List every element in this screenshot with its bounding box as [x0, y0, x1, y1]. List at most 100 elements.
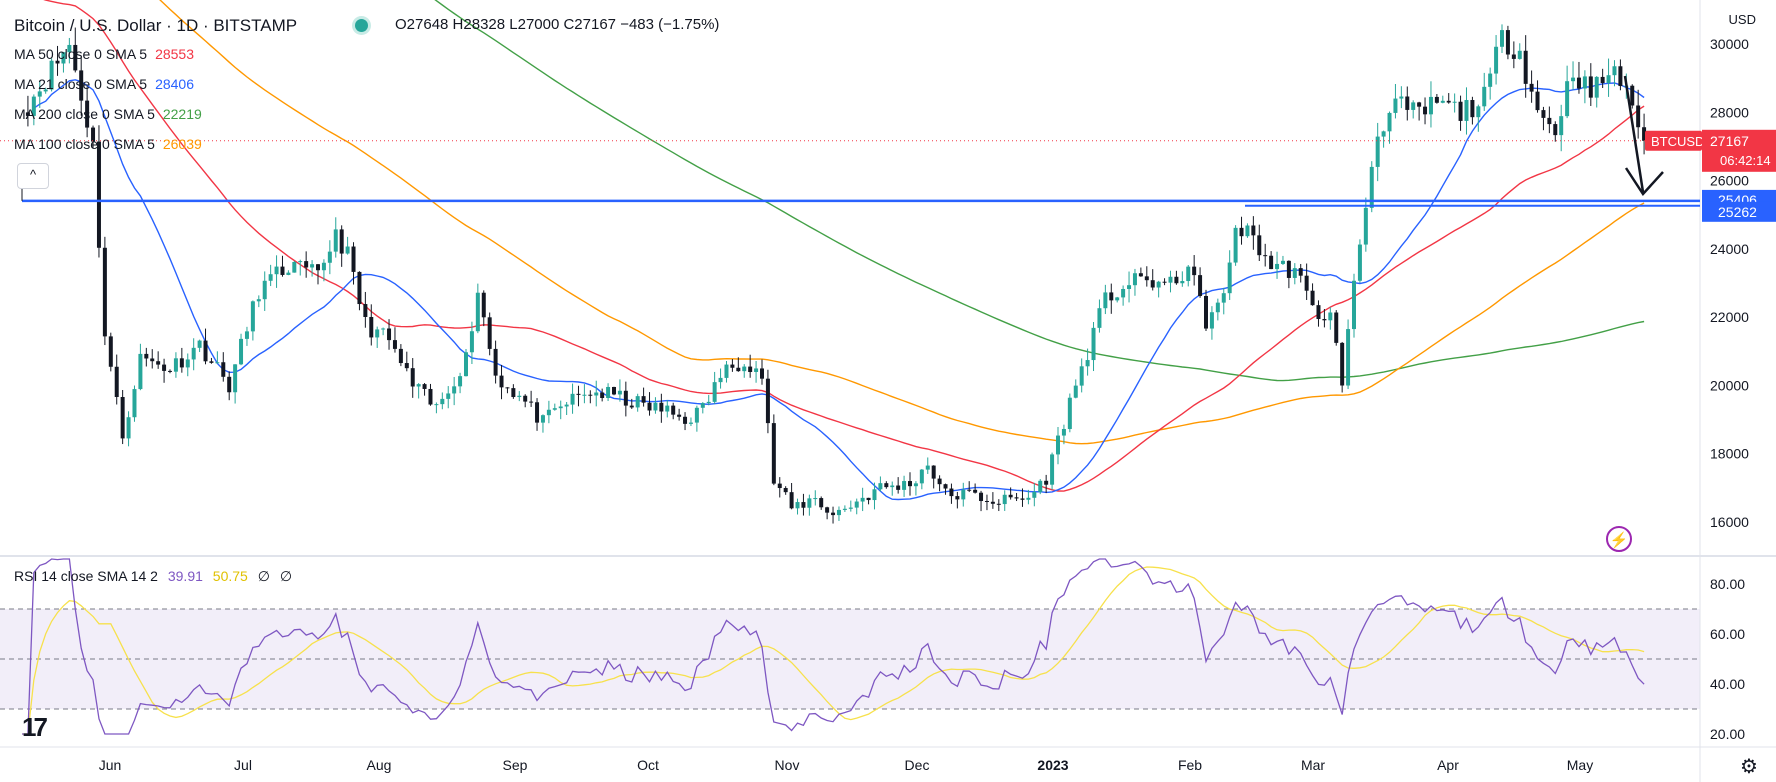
candle-body — [712, 382, 717, 402]
gear-icon[interactable]: ⚙ — [1740, 756, 1758, 778]
candle-body — [1263, 255, 1268, 257]
candle-body — [1221, 293, 1226, 303]
candle-body — [623, 390, 628, 406]
candle-body — [1174, 276, 1179, 284]
candle-body — [1115, 297, 1120, 301]
candle-body — [1381, 131, 1386, 137]
candle-body — [1298, 268, 1303, 276]
candle-body — [1346, 329, 1351, 386]
candle-body — [43, 89, 48, 92]
candle-body — [973, 489, 978, 493]
price-tick-label: 22000 — [1710, 309, 1749, 325]
candle-body — [967, 489, 972, 491]
legend-ma50[interactable]: MA 50 close 0 SMA 5 28553 — [14, 46, 194, 62]
candle-body — [937, 478, 942, 485]
candle-body — [1470, 100, 1475, 118]
candle-body — [1642, 127, 1647, 141]
legend-ma100[interactable]: MA 100 close 0 SMA 5 26039 — [14, 136, 202, 152]
candle-body — [1369, 166, 1374, 208]
candle-body — [1523, 50, 1528, 84]
candle-body — [1132, 273, 1137, 286]
candle-body — [392, 340, 397, 349]
candle-body — [1571, 77, 1576, 82]
candle-body — [540, 415, 545, 423]
candle-body — [1180, 281, 1185, 284]
candle-body — [1198, 275, 1203, 296]
price-tick-label: 30000 — [1710, 36, 1749, 52]
candle-body — [1085, 360, 1090, 367]
candle-body — [990, 501, 995, 504]
price-tick-label: 16000 — [1710, 514, 1749, 530]
candle-body — [665, 405, 670, 412]
candle-body — [1061, 428, 1066, 436]
candle-body — [120, 397, 125, 439]
candle-body — [1032, 491, 1037, 498]
candle-body — [1239, 227, 1244, 237]
candle-body — [1168, 276, 1173, 283]
candle-body — [363, 304, 368, 317]
candle-body — [1162, 281, 1167, 283]
candle-body — [718, 377, 723, 383]
down-arrow-annotation — [1623, 75, 1664, 197]
tradingview-logo-icon: 17 — [22, 712, 48, 742]
candle-body — [943, 484, 948, 489]
candle-body — [475, 292, 480, 332]
candle-body — [1363, 207, 1368, 245]
candle-body — [878, 483, 883, 490]
candle-body — [1091, 327, 1096, 361]
rsi-legend[interactable]: RSI 14 close SMA 14 2 39.91 50.75 ∅ ∅ — [14, 568, 298, 585]
legend-ma21[interactable]: MA 21 close 0 SMA 5 28406 — [14, 76, 194, 92]
candle-body — [1529, 83, 1534, 92]
collapse-legend-button[interactable]: ^ — [17, 163, 49, 189]
candle-body — [191, 347, 196, 360]
candle-body — [1440, 100, 1445, 103]
candle-body — [422, 384, 427, 389]
candle-body — [1482, 86, 1487, 107]
symbol-label-box — [1645, 130, 1702, 151]
support-levels[interactable] — [0, 140, 1700, 207]
chart-title[interactable]: Bitcoin / U.S. Dollar · 1D · BITSTAMP — [14, 16, 298, 35]
candle-body — [1233, 227, 1238, 263]
candle-body — [890, 485, 895, 488]
candle-body — [1227, 262, 1232, 294]
candle-body — [1600, 76, 1605, 84]
candle-body — [1257, 235, 1262, 256]
candle-body — [1186, 266, 1191, 282]
candle-body — [440, 398, 445, 405]
candle-body — [351, 246, 356, 272]
candle-body — [268, 274, 273, 281]
candle-body — [558, 406, 563, 409]
candle-body — [1458, 101, 1463, 121]
candle-body — [1559, 116, 1564, 136]
candle-body — [653, 402, 658, 411]
candle-body — [1387, 112, 1392, 132]
candle-body — [144, 353, 149, 359]
candle-body — [1405, 96, 1410, 110]
price-tick-label: 28000 — [1710, 104, 1749, 120]
legend-ma200[interactable]: MA 200 close 0 SMA 5 22219 — [14, 106, 202, 122]
candle-body — [807, 498, 812, 508]
candle-body — [428, 388, 433, 405]
candle-body — [203, 340, 208, 362]
candle-body — [1103, 292, 1108, 309]
candle-body — [1322, 319, 1327, 321]
legend-ma200-value: 22219 — [162, 106, 202, 122]
candle-body — [416, 384, 421, 387]
currency-selector[interactable]: USD — [1728, 12, 1756, 27]
ma50-line — [43, 0, 1645, 492]
candle-body — [996, 503, 1001, 505]
candle-body — [1500, 30, 1504, 47]
candle-body — [464, 352, 468, 377]
candle-body — [854, 501, 859, 508]
candle-body — [1067, 397, 1072, 429]
lightning-bolt-icon[interactable]: ⚡ — [1606, 526, 1632, 552]
candle-body — [754, 368, 759, 372]
candle-body — [1511, 54, 1516, 59]
candle-body — [1446, 100, 1451, 103]
candle-body — [150, 358, 155, 362]
candle-body — [1079, 366, 1084, 386]
candle-body — [185, 359, 190, 368]
candle-body — [724, 364, 729, 378]
axes[interactable]: 16000 18000 20000 22000 24000 26000 28000 30000… — [99, 36, 1776, 773]
